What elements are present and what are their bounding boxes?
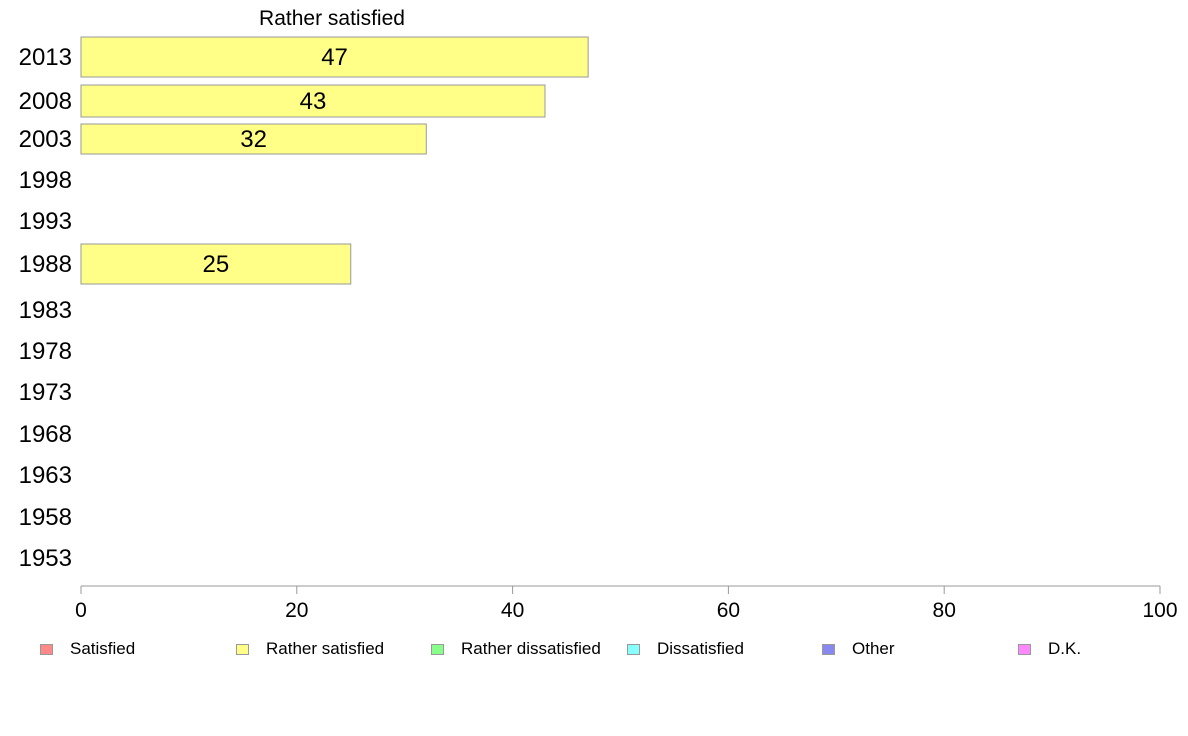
x-tick-label: 0 xyxy=(75,599,87,622)
x-tick-label: 20 xyxy=(285,599,308,622)
y-tick-label: 1978 xyxy=(19,338,72,365)
bar-data-label: 25 xyxy=(203,251,230,278)
legend-swatch-other xyxy=(822,643,835,655)
bar xyxy=(80,243,352,285)
y-tick-label: 1988 xyxy=(19,251,72,278)
bar-chart: Rather satisfied 47 43 32 25 2013 2008 2003 19… xyxy=(19,7,1178,622)
legend-item-satisfied: Satisfied xyxy=(40,638,135,660)
y-tick-label: 2003 xyxy=(19,126,72,153)
x-tick-label: 100 xyxy=(1142,599,1177,622)
y-axis-labels: 2013 2008 2003 1998 1993 1988 1983 1978 1973 1968… xyxy=(19,44,72,572)
legend-item-dk: D.K. xyxy=(1018,638,1081,660)
bar xyxy=(80,84,546,118)
legend: Satisfied Rather satisfied Rather dissat… xyxy=(0,638,1188,660)
legend-label: Rather satisfied xyxy=(266,639,385,658)
legend-swatch-dissatisfied xyxy=(627,643,640,655)
legend-swatch-rather-satisfied xyxy=(236,643,249,655)
legend-label: D.K. xyxy=(1048,639,1082,658)
y-tick-label: 1993 xyxy=(19,208,72,235)
x-tick-label: 40 xyxy=(501,599,524,622)
y-tick-label: 2008 xyxy=(19,88,72,115)
legend-label: Rather dissatisfied xyxy=(461,639,601,658)
y-tick-label: 1983 xyxy=(19,297,72,324)
legend-item-rather-dissatisfied: Rather dissatisfied xyxy=(431,638,601,660)
bar-data-label: 47 xyxy=(321,44,348,71)
y-tick-label: 2013 xyxy=(19,44,72,71)
y-tick-label: 1968 xyxy=(19,421,72,448)
legend-item-other: Other xyxy=(822,638,895,660)
x-tick-label: 60 xyxy=(717,599,740,622)
y-tick-label: 1973 xyxy=(19,379,72,406)
legend-label: Dissatisfied xyxy=(657,639,744,658)
legend-swatch-dk xyxy=(1018,643,1031,655)
bar-data-label: 32 xyxy=(240,126,267,153)
bar xyxy=(80,123,427,155)
y-tick-label: 1958 xyxy=(19,504,72,531)
legend-label: Satisfied xyxy=(70,639,136,658)
legend-item-rather-satisfied: Rather satisfied xyxy=(236,638,384,660)
x-tick-label: 80 xyxy=(933,599,956,622)
y-tick-label: 1963 xyxy=(19,462,72,489)
x-axis: 0 20 40 60 80 100 xyxy=(75,586,1178,622)
legend-label: Other xyxy=(852,639,895,658)
legend-item-dissatisfied: Dissatisfied xyxy=(627,638,744,660)
y-tick-label: 1953 xyxy=(19,545,72,572)
legend-swatch-rather-dissatisfied xyxy=(431,643,444,655)
bar-data-label: 43 xyxy=(300,88,327,115)
bars-layer: 47 43 32 25 xyxy=(80,36,589,285)
legend-swatch-satisfied xyxy=(40,643,53,655)
y-tick-label: 1998 xyxy=(19,167,72,194)
chart-title: Rather satisfied xyxy=(259,7,405,30)
bar xyxy=(80,36,589,78)
